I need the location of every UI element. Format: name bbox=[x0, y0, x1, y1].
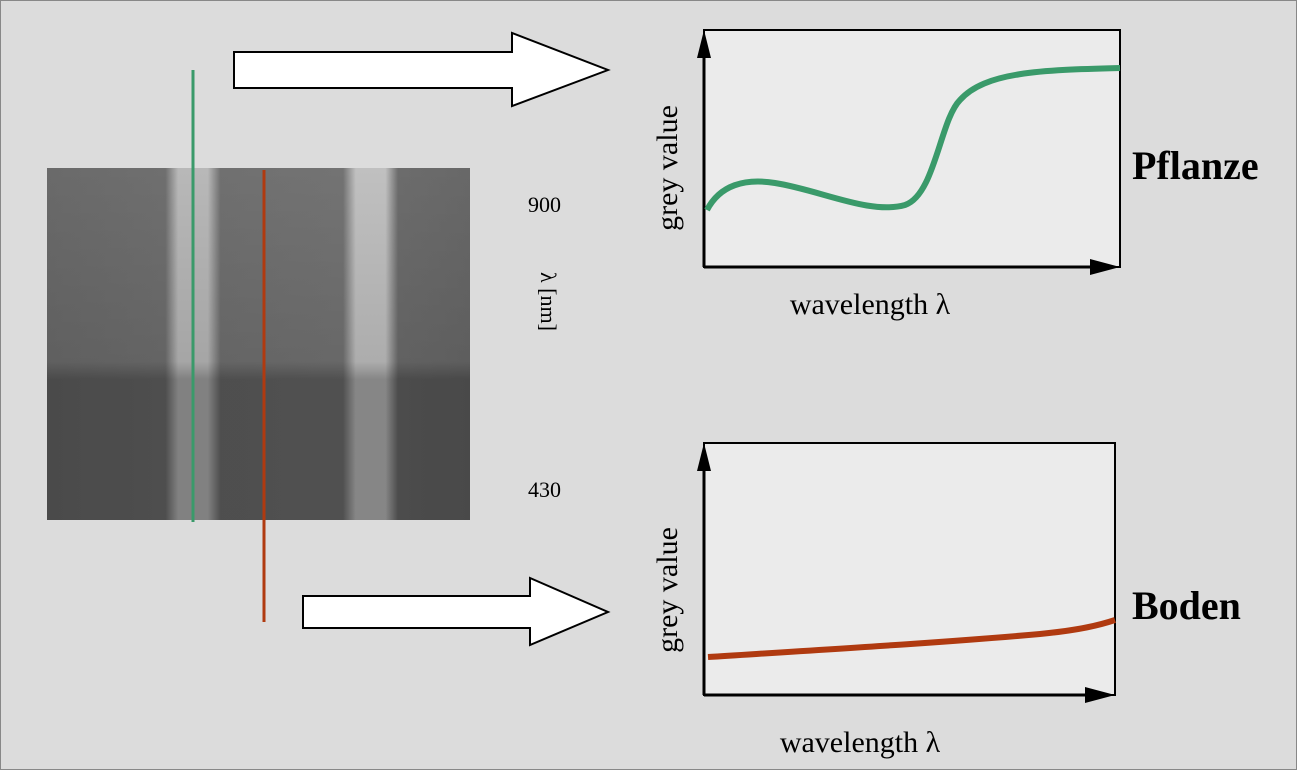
wavelength-axis-label: λ [nm] bbox=[536, 272, 561, 331]
plot-name: Pflanze bbox=[1132, 143, 1259, 188]
scale-top: 900 bbox=[528, 192, 561, 217]
scale-bottom: 430 bbox=[528, 477, 561, 502]
spectral-image-shade bbox=[47, 168, 470, 520]
x-label: wavelength λ bbox=[790, 288, 951, 321]
plot-frame bbox=[704, 443, 1115, 695]
x-label: wavelength λ bbox=[780, 726, 941, 759]
y-label: grey value bbox=[651, 105, 684, 231]
y-label: grey value bbox=[651, 527, 684, 653]
page: 900 430 λ [nm] grey value wavelength λ P… bbox=[0, 0, 1297, 770]
plot-frame bbox=[704, 30, 1120, 267]
diagram: 900 430 λ [nm] grey value wavelength λ P… bbox=[0, 0, 1297, 770]
plot-name: Boden bbox=[1132, 583, 1241, 628]
